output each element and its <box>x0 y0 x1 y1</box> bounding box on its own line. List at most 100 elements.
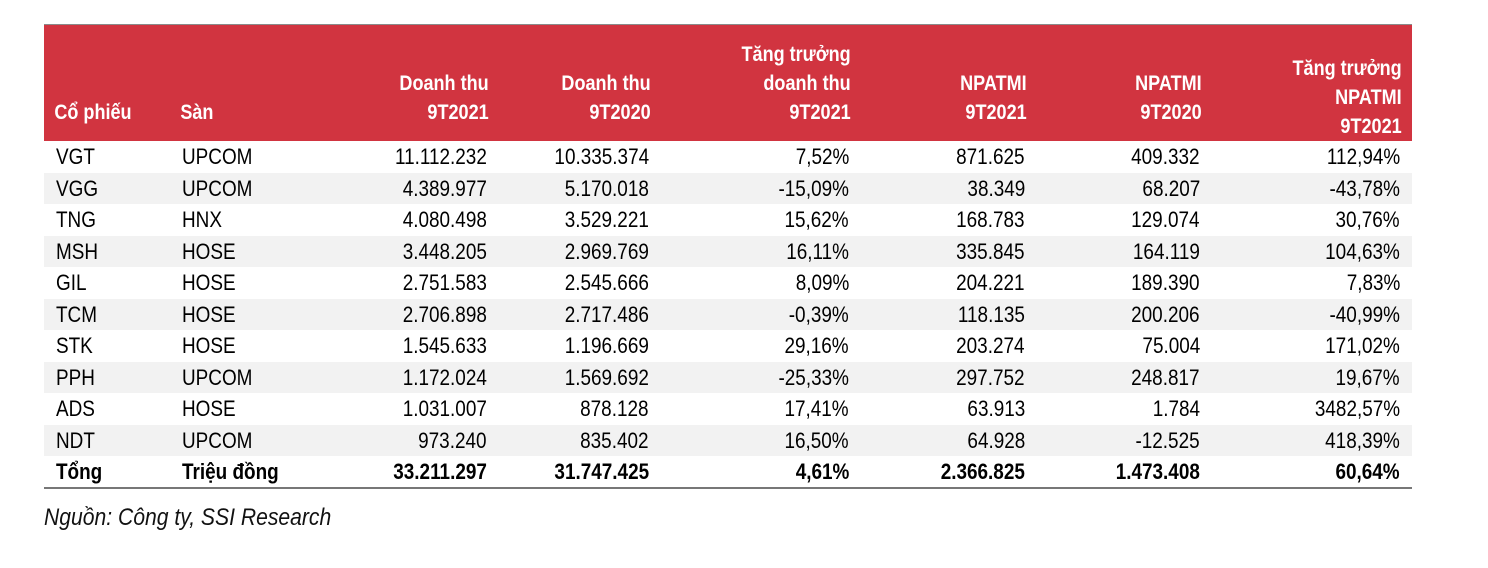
column-header-npatmi-9t2020: NPATMI 9T2020 <box>1062 25 1213 141</box>
cell-revenue-growth: 15,62% <box>661 204 861 236</box>
cell-npatmi-growth: 19,67% <box>1212 362 1412 394</box>
cell-value: 2.366.825 <box>940 459 1025 484</box>
cell-value: -15,09% <box>778 175 849 201</box>
cell-exchange: UPCOM <box>170 141 336 173</box>
cell-revenue-9t2020: 1.196.669 <box>499 330 661 362</box>
table-row: GIL HOSE 2.751.583 2.545.666 8,09% 204.221 189… <box>44 267 1412 299</box>
cell-value: 75.004 <box>1142 333 1200 359</box>
cell-npatmi-growth: 7,83% <box>1212 267 1412 299</box>
cell-value: 60,64% <box>1335 459 1400 484</box>
cell-revenue-9t2021: 4.080.498 <box>336 204 499 236</box>
cell-value: 835.402 <box>580 427 649 453</box>
cell-value: 335.845 <box>956 238 1025 264</box>
cell-value: UPCOM <box>182 364 253 390</box>
cell-stock: PPH <box>44 362 170 394</box>
cell-value: 1.784 <box>1152 396 1200 422</box>
cell-value: 5.170.018 <box>564 175 649 201</box>
cell-value: 3.448.205 <box>402 238 487 264</box>
cell-value: HOSE <box>182 396 236 422</box>
cell-revenue-9t2021: 1.545.633 <box>336 330 499 362</box>
cell-npatmi-9t2020: 129.074 <box>1037 204 1212 236</box>
cell-npatmi-growth: -43,78% <box>1212 173 1412 205</box>
cell-value: 171,02% <box>1325 333 1400 359</box>
cell-stock: TCM <box>44 299 170 331</box>
cell-revenue-growth: 16,50% <box>661 425 861 457</box>
cell-npatmi-growth: 104,63% <box>1212 236 1412 268</box>
header-line3: Sàn <box>180 100 214 124</box>
cell-value: 16,50% <box>784 427 849 453</box>
cell-npatmi-9t2021: 64.928 <box>861 425 1037 457</box>
cell-stock: TNG <box>44 204 170 236</box>
cell-value: UPCOM <box>182 144 253 170</box>
cell-value: 104,63% <box>1325 238 1400 264</box>
cell-stock: MSH <box>44 236 170 268</box>
cell-stock: GIL <box>44 267 170 299</box>
cell-value: GIL <box>56 270 87 296</box>
cell-value: 16,11% <box>786 238 849 264</box>
cell-npatmi-9t2021: 2.366.825 <box>861 456 1037 489</box>
cell-value: 409.332 <box>1131 144 1200 170</box>
cell-value: 33.211.297 <box>393 459 487 484</box>
table-body: VGT UPCOM 11.112.232 10.335.374 7,52% 871.625… <box>44 141 1412 489</box>
header-line1 <box>1250 25 1401 54</box>
cell-npatmi-growth: 30,76% <box>1212 204 1412 236</box>
cell-revenue-9t2021: 11.112.232 <box>336 141 499 173</box>
cell-value: Triệu đồng <box>182 459 279 484</box>
cell-value: 164.119 <box>1133 238 1200 264</box>
cell-value: 871.625 <box>956 144 1025 170</box>
cell-value: VGG <box>56 175 99 201</box>
cell-npatmi-9t2021: 63.913 <box>861 393 1037 425</box>
header-line3: 9T2020 <box>589 100 651 124</box>
cell-value: 7,52% <box>795 144 849 170</box>
cell-npatmi-9t2020: 68.207 <box>1037 173 1212 205</box>
cell-npatmi-9t2021: 38.349 <box>861 173 1037 205</box>
cell-value: 297.752 <box>956 364 1025 390</box>
cell-value: TCM <box>56 301 97 327</box>
cell-value: NDT <box>56 427 95 453</box>
cell-npatmi-9t2020: 1.473.408 <box>1037 456 1212 489</box>
cell-stock: ADS <box>44 393 170 425</box>
cell-value: -25,33% <box>778 364 849 390</box>
header-line1 <box>54 40 142 69</box>
cell-revenue-9t2021: 3.448.205 <box>336 236 499 268</box>
cell-value: 17,41% <box>784 396 849 422</box>
cell-revenue-9t2020: 2.545.666 <box>499 267 661 299</box>
cell-value: 168.783 <box>956 207 1025 233</box>
column-header-stock: Cổ phiếu <box>44 25 152 141</box>
cell-revenue-9t2020: 835.402 <box>499 425 661 457</box>
cell-stock: Tổng <box>44 456 170 489</box>
cell-stock: STK <box>44 330 170 362</box>
header-line2: doanh thu <box>763 71 851 95</box>
header-line1 <box>1072 40 1202 69</box>
cell-revenue-growth: 8,09% <box>661 267 861 299</box>
header-line3: 9T2021 <box>427 100 489 124</box>
header-line1 <box>896 40 1027 69</box>
cell-exchange: Triệu đồng <box>170 456 336 489</box>
header-line1 <box>532 40 651 69</box>
cell-revenue-growth: 4,61% <box>661 456 861 489</box>
cell-npatmi-9t2021: 871.625 <box>861 141 1037 173</box>
cell-revenue-9t2021: 2.751.583 <box>336 267 499 299</box>
cell-revenue-9t2020: 5.170.018 <box>499 173 661 205</box>
cell-revenue-9t2020: 10.335.374 <box>499 141 661 173</box>
cell-value: 64.928 <box>967 427 1025 453</box>
cell-value: -12.525 <box>1135 427 1200 453</box>
cell-npatmi-9t2020: 409.332 <box>1037 141 1212 173</box>
cell-npatmi-growth: 3482,57% <box>1212 393 1412 425</box>
cell-value: 30,76% <box>1335 207 1400 233</box>
cell-revenue-growth: -0,39% <box>661 299 861 331</box>
cell-npatmi-9t2021: 168.783 <box>861 204 1037 236</box>
cell-value: 2.717.486 <box>564 301 649 327</box>
column-header-exchange: Sàn <box>170 25 313 141</box>
cell-value: 29,16% <box>784 333 849 359</box>
cell-value: 4.389.977 <box>402 175 487 201</box>
cell-value: HOSE <box>182 301 236 327</box>
cell-stock: VGT <box>44 141 170 173</box>
cell-exchange: HOSE <box>170 393 336 425</box>
cell-revenue-growth: 29,16% <box>661 330 861 362</box>
cell-value: 204.221 <box>956 270 1025 296</box>
cell-value: -43,78% <box>1329 175 1400 201</box>
cell-revenue-growth: -15,09% <box>661 173 861 205</box>
header-line1: Tăng trưởng <box>741 42 851 66</box>
table-header-row: Cổ phiếu Sàn Doanh thu 9T2021 Doanh thu 9T… <box>44 25 1412 141</box>
